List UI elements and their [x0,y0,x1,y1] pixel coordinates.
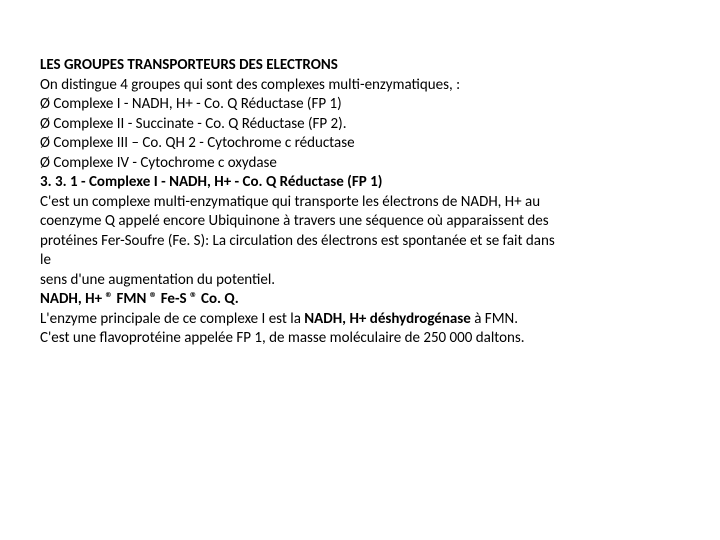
section-heading: 3. 3. 1 - Complexe I - NADH, H+ - Co. Q … [40,173,680,193]
bullet-item: Ø Complexe I - NADH, H+ - Co. Q Réductas… [40,95,680,115]
body-text: L'enzyme principale de ce complexe I est… [40,310,304,328]
enzyme-line: L'enzyme principale de ce complexe I est… [40,310,680,330]
body-text: C'est une flavoprotéine appelée FP 1, de… [40,329,680,349]
body-text: protéines Fer-Soufre (Fe. S): La circula… [40,232,680,252]
document-page: LES GROUPES TRANSPORTEURS DES ELECTRONS … [0,0,720,389]
reaction-chain: NADH, H+ ® FMN ® Fe-S ® Co. Q. [40,290,680,310]
enzyme-name: NADH, H+ déshydrogénase [304,310,471,328]
body-text: le [40,251,680,271]
bullet-item: Ø Complexe III – Co. QH 2 - Cytochrome c… [40,134,680,154]
body-text: C'est un complexe multi-enzymatique qui … [40,193,680,213]
body-text: à FMN. [471,310,518,328]
bullet-item: Ø Complexe II - Succinate - Co. Q Réduct… [40,115,680,135]
title: LES GROUPES TRANSPORTEURS DES ELECTRONS [40,56,680,76]
intro-text: On distingue 4 groupes qui sont des comp… [40,76,680,96]
body-text: sens d'une augmentation du potentiel. [40,271,680,291]
body-text: coenzyme Q appelé encore Ubiquinone à tr… [40,212,680,232]
bullet-item: Ø Complexe IV - Cytochrome c oxydase [40,154,680,174]
